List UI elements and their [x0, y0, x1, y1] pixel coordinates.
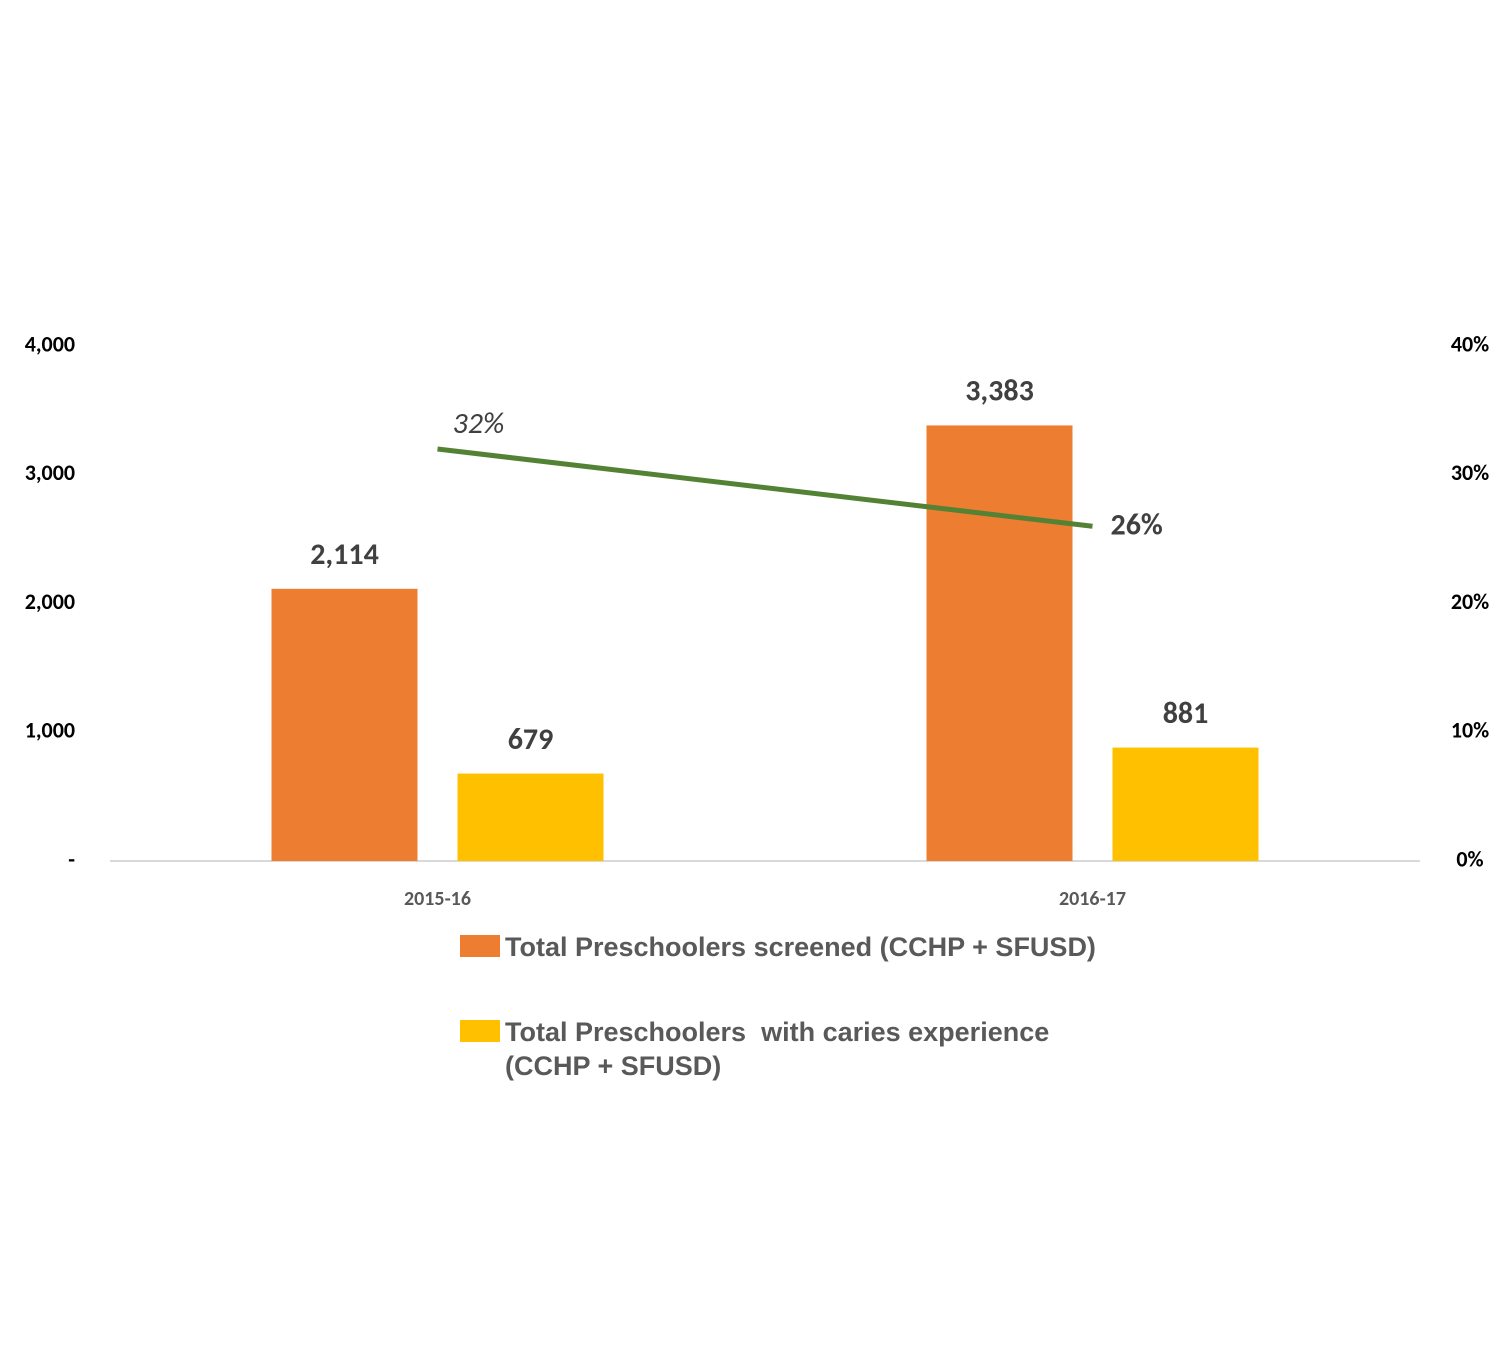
line: [437, 446, 1093, 529]
bar: [457, 773, 604, 861]
y2-tick-label: 10%: [1451, 717, 1489, 744]
data-label: 679: [508, 721, 554, 758]
y-tick-label: 1,000: [25, 717, 75, 744]
legend-label: Total Preschoolers with caries experienc…: [505, 1017, 1057, 1081]
legend-item: Total Preschoolers screened (CCHP + SFUS…: [460, 930, 1105, 964]
bar: [1112, 747, 1259, 861]
data-label: 26%: [1111, 507, 1163, 544]
x-tick-label: 2015-16: [404, 887, 471, 911]
bar: [271, 588, 418, 861]
data-label: 32%: [453, 405, 505, 442]
y-tick-label: -: [68, 845, 75, 872]
y-tick-label: 2,000: [25, 588, 75, 615]
legend-swatch: [460, 1020, 500, 1042]
y2-tick-label: 30%: [1451, 459, 1489, 486]
y-tick-label: 4,000: [25, 330, 75, 357]
data-label: 881: [1163, 695, 1209, 732]
legend-item: Total Preschoolers with caries experienc…: [460, 1015, 1105, 1083]
data-label: 3,383: [965, 373, 1034, 410]
legend-label: Total Preschoolers screened (CCHP + SFUS…: [505, 932, 1096, 962]
data-label: 2,114: [310, 536, 379, 573]
y2-tick-label: 20%: [1451, 588, 1489, 615]
x-tick-label: 2016-17: [1059, 887, 1126, 911]
bar: [926, 425, 1073, 861]
y-tick-label: 3,000: [25, 459, 75, 486]
y2-tick-label: 0%: [1456, 845, 1483, 872]
y2-tick-label: 40%: [1451, 330, 1489, 357]
legend-swatch: [460, 935, 500, 957]
